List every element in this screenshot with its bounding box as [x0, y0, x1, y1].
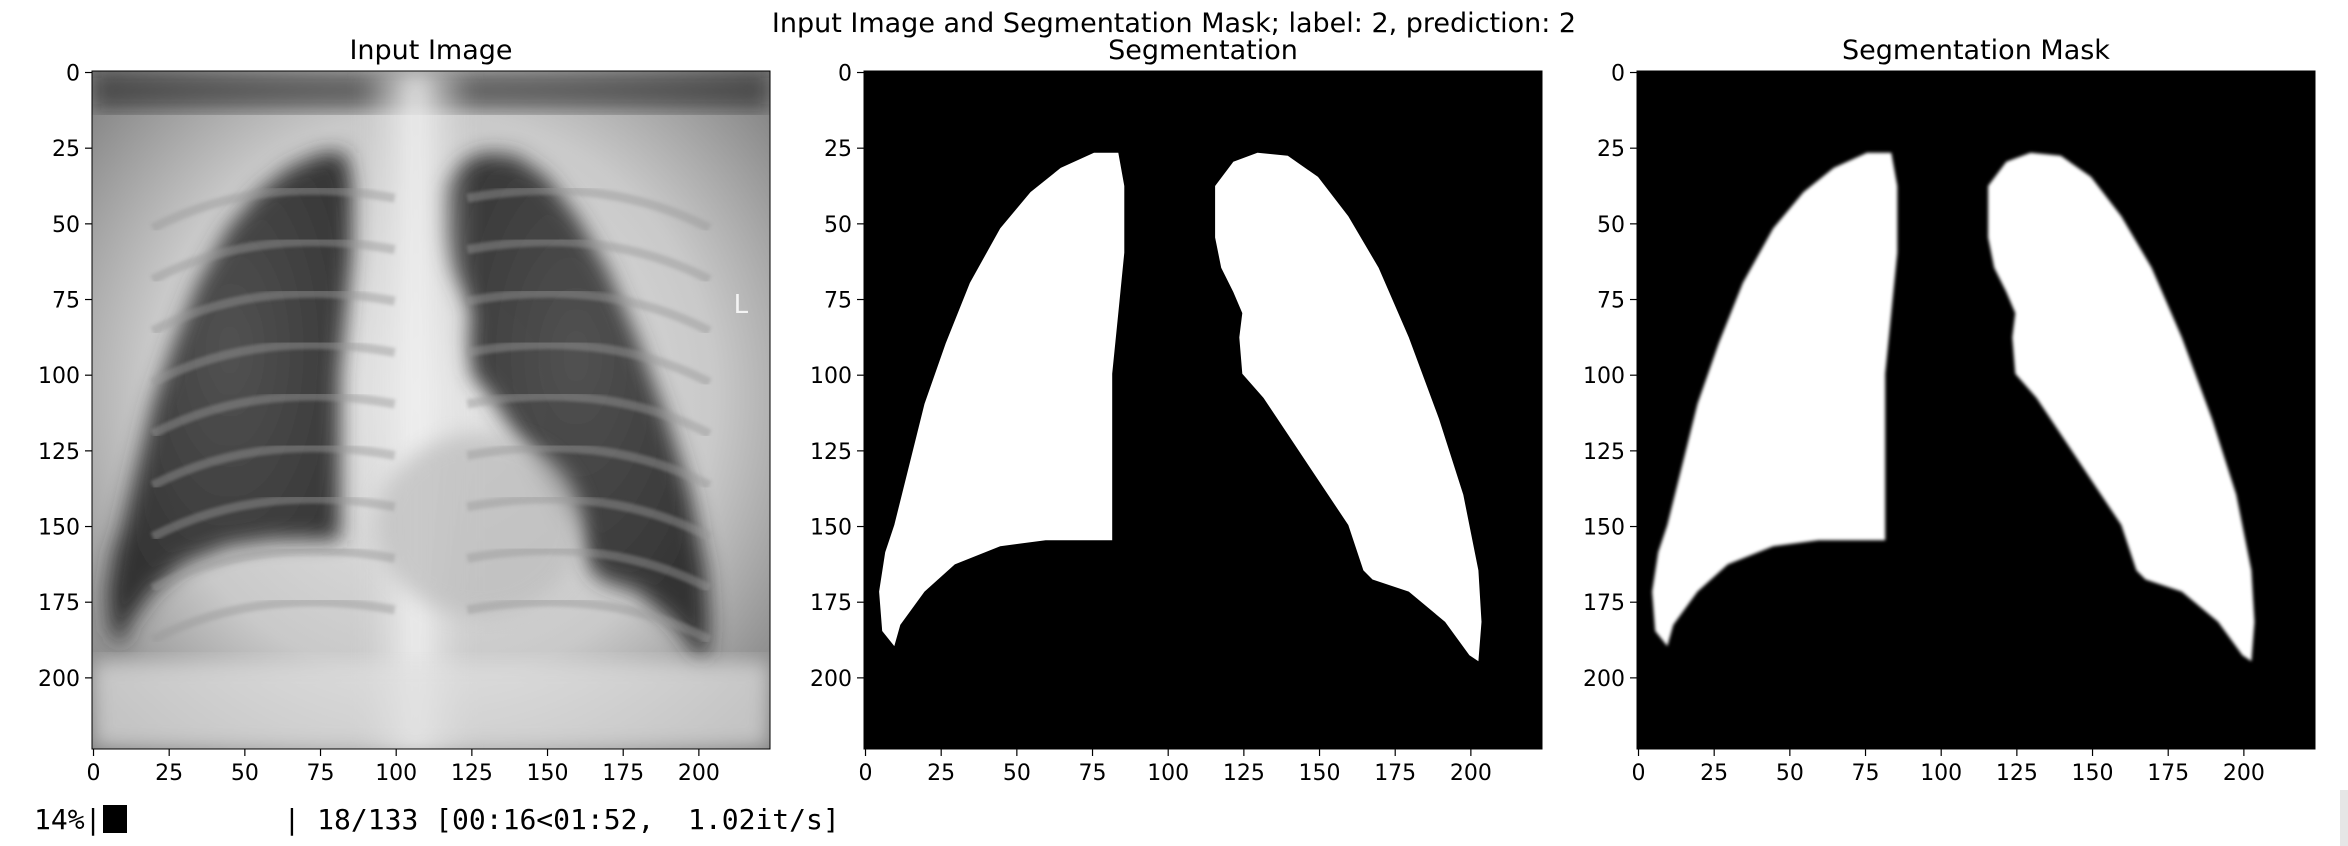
- x-tick-label: 175: [1374, 761, 1416, 786]
- y-tick-label: 150: [1583, 516, 1625, 541]
- y-tick-label: 75: [52, 289, 80, 314]
- y-tick-label: 100: [810, 364, 852, 389]
- x-tick-label: 200: [678, 761, 720, 786]
- y-tick-label: 200: [38, 667, 80, 692]
- x-tick-label: 100: [375, 761, 417, 786]
- axes-frame: [1636, 70, 2316, 750]
- x-tick-label: 150: [1299, 761, 1341, 786]
- x-tick-label: 125: [451, 761, 493, 786]
- subplot-2: Segmentation 0 25 50 75 100 125 150 175 200 0 25 50 7…: [810, 35, 1543, 786]
- y-tick-label: 175: [1583, 591, 1625, 616]
- x-tick-label: 175: [2147, 761, 2189, 786]
- x-tick-label: 175: [602, 761, 644, 786]
- x-tick-label: 50: [1776, 761, 1804, 786]
- y-tick-label: 0: [66, 62, 80, 87]
- x-tick-label: 25: [1700, 761, 1728, 786]
- y-tick-label: 200: [1583, 667, 1625, 692]
- mask-image: [1637, 71, 2315, 749]
- y-tick-label: 150: [38, 516, 80, 541]
- side-marker: L: [734, 290, 749, 320]
- x-tick-label: 75: [1079, 761, 1107, 786]
- subplot-title: Segmentation Mask: [1842, 35, 2110, 66]
- x-tick-label: 150: [527, 761, 569, 786]
- x-tick-label: 75: [307, 761, 335, 786]
- right-lung-mask: [1215, 152, 1482, 662]
- x-tick-label: 200: [1450, 761, 1492, 786]
- subplot-3: Segmentation Mask 0 25 50 75 100 125 150 175 200 0…: [1583, 35, 2316, 786]
- y-tick-label: 175: [38, 591, 80, 616]
- x-tick-label: 0: [1632, 761, 1646, 786]
- panels: Input Image L 0 25 50 75 100 125 150 175 200 0 25 50 7…: [38, 35, 2316, 786]
- x-tick-label: 25: [927, 761, 955, 786]
- x-tick-label: 125: [1223, 761, 1265, 786]
- progress-track: [103, 805, 281, 833]
- y-tick-label: 75: [1597, 289, 1625, 314]
- y-tick-label: 100: [1583, 364, 1625, 389]
- axes-frame: [91, 70, 771, 750]
- x-tick-label: 0: [859, 761, 873, 786]
- progress-percent: 14%|: [34, 802, 102, 836]
- x-tick-label: 0: [87, 761, 101, 786]
- x-tick-label: 25: [155, 761, 183, 786]
- xray-image: L: [92, 71, 770, 749]
- y-tick-label: 100: [38, 364, 80, 389]
- y-tick-label: 50: [1597, 213, 1625, 238]
- y-tick-label: 25: [1597, 137, 1625, 162]
- mask-image: [864, 71, 1542, 749]
- y-tick-label: 175: [810, 591, 852, 616]
- progress-bar-line: 14%| | 18/133 [00:16<01:52, 1.02it/s]: [34, 802, 840, 836]
- x-tick-label: 100: [1147, 761, 1189, 786]
- x-tick-label: 50: [231, 761, 259, 786]
- y-tick-label: 50: [52, 213, 80, 238]
- subplot-1: Input Image L 0 25 50 75 100 125 150 175 200 0 25 50 7…: [38, 35, 771, 786]
- y-tick-label: 200: [810, 667, 852, 692]
- y-tick-label: 0: [838, 62, 852, 87]
- y-tick-label: 25: [824, 137, 852, 162]
- y-tick-label: 125: [810, 440, 852, 465]
- x-tick-label: 200: [2223, 761, 2265, 786]
- page-scrollbar[interactable]: [2340, 790, 2348, 846]
- y-tick-label: 25: [52, 137, 80, 162]
- y-tick-label: 75: [824, 289, 852, 314]
- left-lung-mask: [879, 152, 1125, 647]
- progress-status: | 18/133 [00:16<01:52, 1.02it/s]: [283, 802, 840, 836]
- x-tick-label: 100: [1920, 761, 1962, 786]
- progress-fill: [103, 805, 128, 833]
- x-tick-label: 75: [1852, 761, 1880, 786]
- figure-title: Input Image and Segmentation Mask; label…: [772, 8, 1576, 39]
- x-tick-label: 125: [1996, 761, 2038, 786]
- y-tick-label: 125: [1583, 440, 1625, 465]
- y-tick-label: 150: [810, 516, 852, 541]
- x-tick-label: 50: [1003, 761, 1031, 786]
- y-tick-label: 50: [824, 213, 852, 238]
- right-lung-mask: [1988, 152, 2255, 662]
- subplot-title: Input Image: [349, 35, 512, 66]
- y-tick-label: 125: [38, 440, 80, 465]
- subplot-title: Segmentation: [1108, 35, 1298, 66]
- x-tick-label: 150: [2072, 761, 2114, 786]
- axes-frame: [863, 70, 1543, 750]
- left-lung-mask: [1652, 152, 1898, 647]
- y-tick-label: 0: [1611, 62, 1625, 87]
